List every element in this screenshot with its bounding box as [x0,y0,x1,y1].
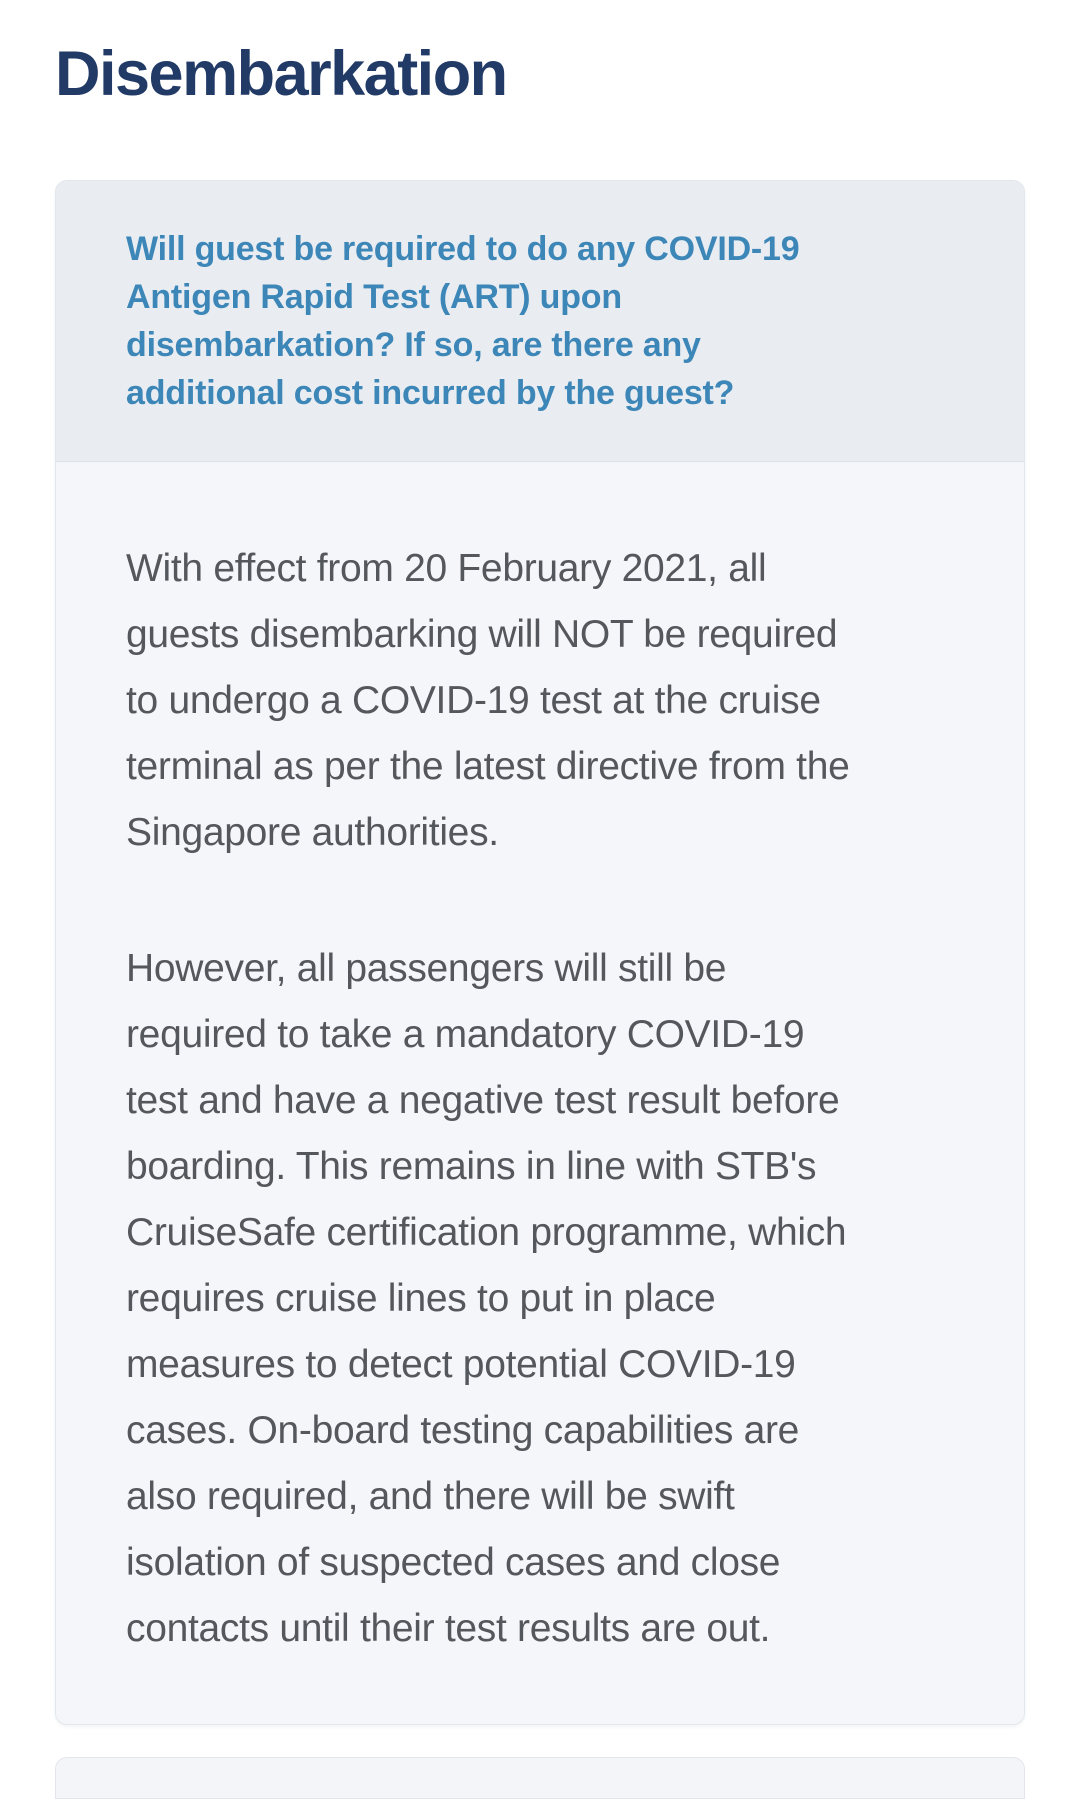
faq-card: Will guest be required to do any COVID-1… [55,180,1025,1725]
faq-question-text: Will guest be required to do any COVID-1… [126,230,800,412]
page-title: Disembarkation [55,39,508,109]
faq-accordion-header[interactable]: Will guest be required to do any COVID-1… [56,181,1024,462]
next-faq-accordion-header-partial[interactable] [55,1757,1025,1799]
faq-answer-body: With effect from 20 February 2021, all g… [56,462,1024,1724]
faq-answer-paragraph-2: However, all passengers will still be re… [126,947,847,1650]
faq-answer-paragraph-1: With effect from 20 February 2021, all g… [126,547,850,854]
